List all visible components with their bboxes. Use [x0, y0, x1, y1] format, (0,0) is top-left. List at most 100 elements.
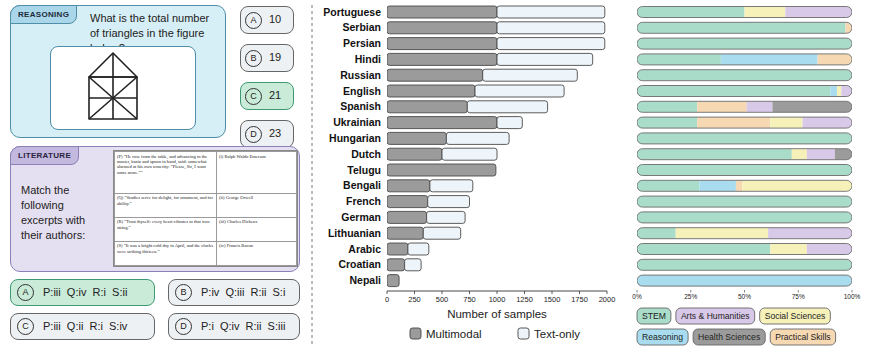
separator	[312, 5, 313, 346]
bars	[637, 7, 852, 287]
bar-outline	[637, 196, 852, 207]
table-cell: (S) “It was a bright cold day in April, …	[115, 241, 217, 265]
option-text: P:iii Q:ii R:i S:iv	[43, 320, 127, 332]
bar-segment	[637, 149, 792, 160]
table-row: (R) “Trust thyself: every heart vibrates…	[115, 217, 297, 241]
bar-outline	[637, 86, 852, 97]
table-row: (P) “He rose from the table, and advanci…	[115, 152, 297, 194]
bar-segment	[399, 275, 400, 287]
bar-segment	[637, 275, 852, 286]
legend-label: Multimodal	[426, 328, 482, 340]
bar-segment	[387, 6, 497, 18]
bar-segment	[697, 101, 698, 112]
bar-segment	[852, 54, 853, 65]
bar-row	[637, 38, 852, 49]
legend-label: Health Sciences	[698, 332, 760, 342]
bar-segment	[697, 117, 770, 128]
bar-segment	[637, 117, 697, 128]
figure-box	[50, 46, 196, 130]
bar-segment	[675, 228, 676, 239]
bar-segment	[637, 133, 852, 144]
tick	[524, 291, 525, 294]
tick	[552, 291, 553, 294]
option-letter: B	[175, 284, 192, 301]
table-cell: (R) “Trust thyself: every heart vibrates…	[115, 217, 217, 241]
bar-segment	[637, 101, 697, 112]
bar-segment	[637, 54, 721, 65]
option-letter: A	[245, 12, 262, 29]
bar-segment	[852, 180, 853, 191]
bar-segment	[637, 38, 852, 49]
bar-segment	[852, 228, 853, 239]
bar-segment	[852, 54, 853, 65]
category-label: Persian	[343, 37, 381, 49]
bar-segment	[836, 86, 837, 97]
bar-segment	[637, 212, 852, 223]
bar-segment	[852, 275, 853, 286]
bar-segment	[475, 85, 564, 97]
bar-segment	[852, 7, 853, 18]
bar-segment	[846, 22, 852, 33]
bar-row	[637, 7, 852, 18]
triangle-figure	[89, 53, 137, 119]
table-cell: (iii) Charles Dickens	[216, 217, 296, 241]
tick-label: 100%	[844, 293, 861, 300]
option-text: 10	[269, 13, 281, 25]
legend-swatch	[676, 308, 755, 324]
bar-row	[637, 212, 852, 223]
bar-segment	[852, 133, 853, 144]
tick-label: 75%	[792, 293, 805, 300]
bar-segment	[637, 196, 852, 207]
house-body	[89, 77, 137, 119]
category-label: Nepali	[349, 274, 381, 286]
tick-label: 750	[463, 295, 476, 304]
answer-option: B19	[240, 44, 294, 72]
bar-segment	[852, 38, 853, 49]
bar-segment	[697, 117, 698, 128]
panel-tag: REASONING	[10, 5, 77, 24]
bar-segment	[387, 53, 497, 65]
category-label: Telugu	[347, 164, 381, 176]
bar-segment	[387, 85, 475, 97]
bar-segment	[852, 196, 853, 207]
table-cell: (P) “He rose from the table, and advanci…	[115, 152, 217, 194]
bar-segment	[852, 133, 853, 144]
tick-label: 0	[385, 295, 389, 304]
bar-row	[637, 196, 852, 207]
tick	[579, 291, 580, 294]
bar-row	[637, 259, 852, 270]
bar-segment	[423, 227, 460, 239]
answer-option: DP:i Q:iv R:ii S:iii	[168, 313, 300, 340]
bar-segment	[852, 165, 853, 176]
bar-segment	[387, 148, 442, 160]
bar-segment	[852, 196, 853, 207]
bar-segment	[387, 180, 430, 192]
category-label: Serbian	[342, 21, 381, 33]
tick-label: 1000	[489, 295, 506, 304]
bar-outline	[637, 165, 852, 176]
category-label: Lithuanian	[328, 227, 381, 239]
bar-segment	[845, 22, 846, 33]
chart-layer: PortugueseSerbianPersianHindiRussianEngl…	[0, 0, 875, 352]
sample-chart: PortugueseSerbianPersianHindiRussianEngl…	[323, 6, 615, 340]
figure-line	[89, 97, 137, 99]
bar-segment	[837, 86, 841, 97]
bar-segment	[637, 244, 770, 255]
bar-segment	[852, 70, 853, 81]
bar-segment	[852, 22, 853, 33]
bar-segment	[497, 53, 593, 65]
tick-label: 50%	[738, 293, 751, 300]
answer-option: AP:iii Q:iv R:i S:ii	[10, 279, 155, 306]
bar-segment	[744, 7, 745, 18]
legend-swatch	[693, 329, 765, 345]
bar-segment	[497, 38, 605, 50]
bar-segment	[428, 196, 470, 208]
tick	[744, 290, 745, 293]
axis-title: Number of samples	[447, 308, 547, 320]
bar-segment	[852, 133, 853, 144]
tick-label: 2000	[599, 295, 616, 304]
bar-segment	[676, 228, 768, 239]
bar-outline	[637, 228, 852, 239]
bar-segment	[852, 259, 853, 270]
bar-row	[637, 117, 852, 128]
